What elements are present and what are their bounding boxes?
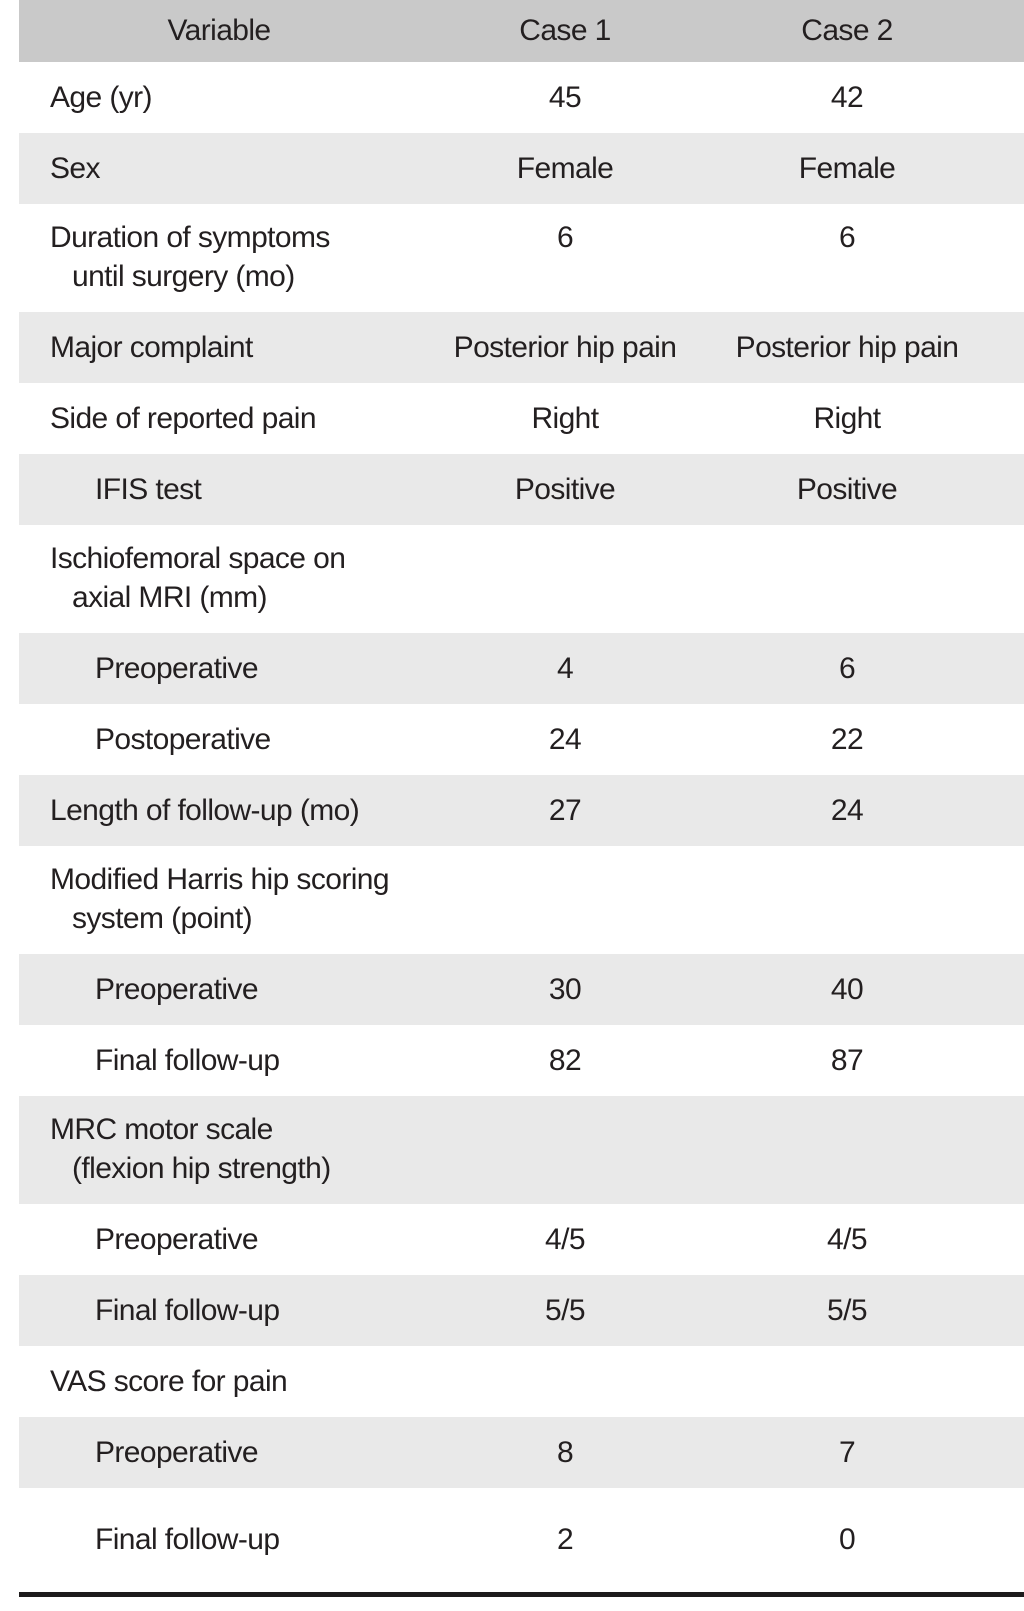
case2-value: Right — [813, 401, 881, 435]
row-label-line2: (flexion hip strength) — [72, 1152, 331, 1185]
case1-value: 2 — [556, 1523, 574, 1556]
row-label: IFIS test — [19, 473, 419, 507]
row-label: Preoperative — [19, 652, 419, 686]
case2-value: 24 — [830, 793, 864, 827]
table-row: Age (yr) 45 42 — [19, 62, 1024, 133]
row-label: Postoperative — [19, 723, 419, 757]
case2-value: Positive — [796, 472, 898, 506]
column-header-case2: Case 2 — [801, 14, 893, 47]
row-label-line1: Final follow-up — [95, 1293, 280, 1327]
row-label: Side of reported pain — [19, 402, 419, 436]
row-label-line1: Final follow-up — [95, 1043, 280, 1077]
table-row: Major complaint Posterior hip pain Posteri… — [19, 312, 1024, 383]
row-label: Duration of symptoms until surgery (mo) — [19, 218, 419, 296]
table-row: IFIS test Positive Positive — [19, 454, 1024, 525]
row-label-line1: Preoperative — [95, 972, 259, 1006]
case2-value: 40 — [830, 972, 864, 1006]
row-label-line1: Length of follow-up (mo) — [50, 793, 360, 827]
row-label: Final follow-up — [19, 1294, 419, 1328]
row-label-line1: Age (yr) — [50, 80, 152, 114]
row-label-line1: Preoperative — [95, 1222, 259, 1256]
case2-value: 87 — [830, 1043, 864, 1077]
table-row: MRC motor scale (flexion hip strength) — [19, 1096, 1024, 1204]
column-header-variable: Variable — [167, 14, 271, 47]
case2-value: 22 — [830, 722, 864, 756]
row-label-line1: IFIS test — [95, 472, 202, 506]
table-row: Preoperative 4 6 — [19, 633, 1024, 704]
row-label-line1: Ischiofemoral space on — [50, 542, 346, 575]
row-label-line2: axial MRI (mm) — [72, 581, 268, 614]
row-label: Preoperative — [19, 1436, 419, 1470]
row-label: Preoperative — [19, 1223, 419, 1257]
case2-value: 6 — [838, 651, 856, 685]
table-row: Side of reported pain Right Right — [19, 383, 1024, 454]
row-label-line1: Preoperative — [95, 651, 259, 685]
column-header-case1: Case 1 — [519, 14, 611, 47]
case1-value: Positive — [514, 472, 616, 506]
row-label: Ischiofemoral space on axial MRI (mm) — [19, 539, 419, 617]
case1-value: 6 — [556, 221, 574, 254]
case2-value: 4/5 — [827, 1222, 868, 1256]
case1-value: Right — [531, 401, 599, 435]
row-label-line1: VAS score for pain — [50, 1364, 288, 1398]
case1-value: 5/5 — [545, 1293, 586, 1327]
row-label: Length of follow-up (mo) — [19, 794, 419, 828]
table-row: Final follow-up 2 0 — [19, 1488, 1024, 1592]
table-bottom-rule — [19, 1592, 1024, 1597]
row-label-line2: system (point) — [72, 902, 253, 935]
case1-value: 45 — [548, 80, 582, 114]
row-label-line1: Postoperative — [95, 722, 271, 756]
table-header-row: Variable Case 1 Case 2 — [19, 0, 1024, 62]
case1-value: Female — [516, 151, 614, 185]
row-label-line1: Modified Harris hip scoring — [50, 863, 390, 896]
row-label-line1: Final follow-up — [95, 1523, 280, 1556]
case2-value: 6 — [838, 221, 856, 254]
table-row: Length of follow-up (mo) 27 24 — [19, 775, 1024, 846]
case1-value: 4/5 — [545, 1222, 586, 1256]
row-label: Sex — [19, 152, 419, 186]
row-label-line1: MRC motor scale — [50, 1113, 273, 1146]
row-label: Major complaint — [19, 331, 419, 365]
table-row: Preoperative 30 40 — [19, 954, 1024, 1025]
table-row: Preoperative 4/5 4/5 — [19, 1204, 1024, 1275]
row-label-line1: Preoperative — [95, 1435, 259, 1469]
table-row: Modified Harris hip scoring system (point… — [19, 846, 1024, 954]
row-label-line1: Major complaint — [50, 330, 253, 364]
case2-value: 42 — [830, 80, 864, 114]
row-label: VAS score for pain — [19, 1365, 419, 1399]
row-label: Preoperative — [19, 973, 419, 1007]
row-label-line1: Sex — [50, 151, 101, 185]
case2-value: Female — [798, 151, 896, 185]
case1-value: 4 — [556, 651, 574, 685]
row-label: Final follow-up — [19, 1523, 419, 1557]
row-label: Modified Harris hip scoring system (point… — [19, 860, 419, 938]
table-row: Postoperative 24 22 — [19, 704, 1024, 775]
row-label: Age (yr) — [19, 81, 419, 115]
table-row: Sex Female Female — [19, 133, 1024, 204]
row-label-line2: until surgery (mo) — [72, 260, 295, 293]
case2-value: Posterior hip pain — [735, 330, 959, 364]
row-label-line1: Side of reported pain — [50, 401, 317, 435]
case2-value: 0 — [838, 1523, 856, 1556]
table-row: VAS score for pain — [19, 1346, 1024, 1417]
table-row: Final follow-up 82 87 — [19, 1025, 1024, 1096]
row-label: MRC motor scale (flexion hip strength) — [19, 1110, 419, 1188]
case2-value: 7 — [838, 1435, 856, 1469]
table-row: Ischiofemoral space on axial MRI (mm) — [19, 525, 1024, 633]
case1-value: Posterior hip pain — [453, 330, 677, 364]
case2-value: 5/5 — [827, 1293, 868, 1327]
case-comparison-table: Variable Case 1 Case 2 Age (yr) 45 42 Sex Fe… — [19, 0, 1024, 1592]
case1-value: 82 — [548, 1043, 582, 1077]
case1-value: 27 — [548, 793, 582, 827]
table-row: Duration of symptoms until surgery (mo) 6 6 — [19, 204, 1024, 312]
table-body: Age (yr) 45 42 Sex Female Female Duration of s… — [19, 62, 1024, 1592]
case1-value: 24 — [548, 722, 582, 756]
case1-value: 30 — [548, 972, 582, 1006]
row-label-line1: Duration of symptoms — [50, 221, 330, 254]
table-row: Preoperative 8 7 — [19, 1417, 1024, 1488]
table-row: Final follow-up 5/5 5/5 — [19, 1275, 1024, 1346]
row-label: Final follow-up — [19, 1044, 419, 1078]
case1-value: 8 — [556, 1435, 574, 1469]
